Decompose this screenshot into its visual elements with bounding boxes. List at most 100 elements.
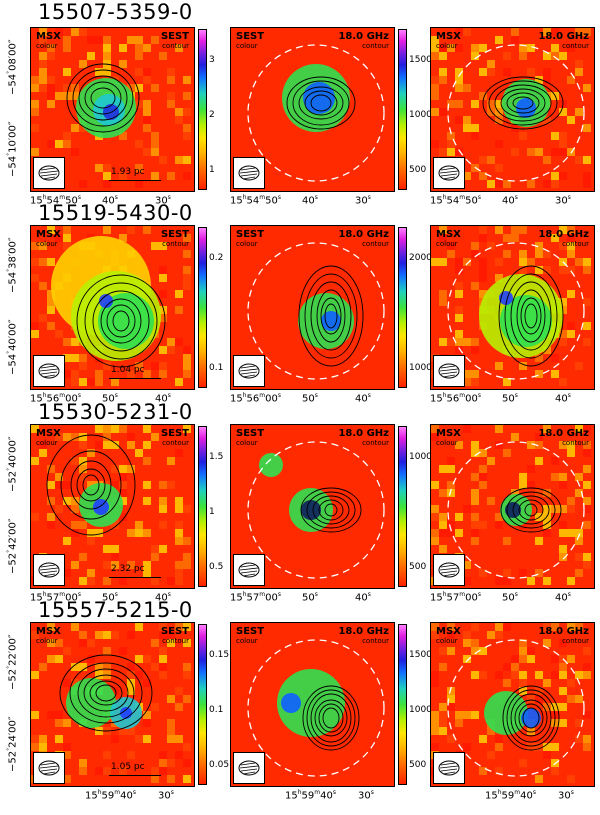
map-pixel [431, 679, 439, 687]
colour-sub-label: colour [436, 439, 458, 447]
map-pixel [471, 338, 479, 346]
map-pixel [183, 156, 191, 164]
map-pixel [103, 647, 111, 655]
map-pixel [487, 68, 495, 76]
colour-bar-tick: 500 [409, 760, 427, 770]
map-pixel [143, 735, 151, 743]
map-pixel [87, 639, 95, 647]
map-pixel [495, 100, 503, 108]
colour-bar-tick: 0.5 [209, 562, 224, 572]
map-pixel [431, 505, 439, 513]
map-pixel [471, 497, 479, 505]
contour-sub-label: contour [362, 439, 389, 447]
map-pixel [111, 553, 119, 561]
ra-tick-label: 30s [555, 194, 571, 207]
map-pixel [143, 68, 151, 76]
contour-source-label: 18.0 GHz [338, 229, 389, 240]
map-pixel [495, 513, 503, 521]
map-pixel [479, 274, 487, 282]
contour-line [286, 76, 356, 130]
colour-sub-label: colour [436, 637, 458, 645]
map-pixel [95, 378, 103, 386]
map-pixel [431, 92, 439, 100]
contour-line [106, 304, 136, 338]
map-pixel [143, 529, 151, 537]
map-pixel [63, 569, 71, 577]
contour-source-label: 18.0 GHz [538, 428, 589, 439]
map-pixel [527, 577, 535, 585]
map-pixel [503, 577, 511, 585]
map-pixel [431, 84, 439, 92]
ra-tick-label: 50s [502, 392, 518, 405]
map-pixel [551, 354, 559, 362]
map-pixel [463, 577, 471, 585]
map-pixel [143, 226, 151, 234]
scale-bar-label: 1.05 pc [111, 762, 145, 772]
map-pixel [79, 433, 87, 441]
map-pixel [95, 68, 103, 76]
map-pixel [103, 44, 111, 52]
map-pixel [183, 759, 191, 767]
map-pixel [79, 124, 87, 132]
map-pixel [175, 44, 183, 52]
map-pixel [559, 52, 567, 60]
map-pixel [79, 553, 87, 561]
contour-line [78, 75, 128, 121]
map-pixel [39, 68, 47, 76]
map-pixel [495, 623, 503, 631]
map-pixel [159, 156, 167, 164]
map-pixel [567, 497, 575, 505]
map-pixel [471, 242, 479, 250]
source-title: 15507-5359-0 [38, 0, 193, 24]
map-pixel [463, 639, 471, 647]
map-pixel [63, 84, 71, 92]
map-pixel [479, 449, 487, 457]
map-pixel [551, 52, 559, 60]
map-pixel [55, 655, 63, 663]
contour-line [524, 503, 538, 517]
beam-ellipse-box [433, 355, 465, 387]
map-pixel [87, 529, 95, 537]
map-pixel [95, 767, 103, 775]
map-pixel [495, 140, 503, 148]
map-pixel [103, 52, 111, 60]
map-pixel [79, 28, 87, 36]
map-pixel [479, 172, 487, 180]
map-pixel [479, 465, 487, 473]
emission-blob [321, 311, 341, 331]
map-pixel [439, 513, 447, 521]
map-pixel [519, 258, 527, 266]
emission-blob [99, 294, 113, 308]
map-pixel [447, 631, 455, 639]
contour-line [66, 63, 140, 133]
map-pixel [559, 687, 567, 695]
map-pixel [479, 266, 487, 274]
map-pixel [127, 727, 135, 735]
contour-line [83, 674, 129, 712]
map-pixel [511, 28, 519, 36]
map-pixel [159, 274, 167, 282]
map-pixel [183, 266, 191, 274]
colour-bar-tick: 2000 [409, 253, 432, 263]
map-pixel [151, 553, 159, 561]
map-pixel [455, 68, 463, 76]
map-pixel [447, 735, 455, 743]
map-pixel [575, 735, 583, 743]
map-pixel [47, 481, 55, 489]
map-pixel [119, 234, 127, 242]
map-pixel [559, 655, 567, 663]
map-pixel [151, 639, 159, 647]
contour-line [69, 662, 143, 724]
contour-line [300, 487, 362, 533]
contour-line [524, 303, 538, 329]
map-pixel [583, 465, 591, 473]
map-pixel [183, 250, 191, 258]
map-pixel [135, 529, 143, 537]
map-panel: SEST colour 18.0 GHz contour [230, 424, 395, 589]
map-pixel [175, 569, 183, 577]
map-pixel [535, 671, 543, 679]
map-pixel [439, 711, 447, 719]
map-pixel [431, 719, 439, 727]
beam-ellipse-box [233, 157, 265, 189]
map-pixel [55, 639, 63, 647]
